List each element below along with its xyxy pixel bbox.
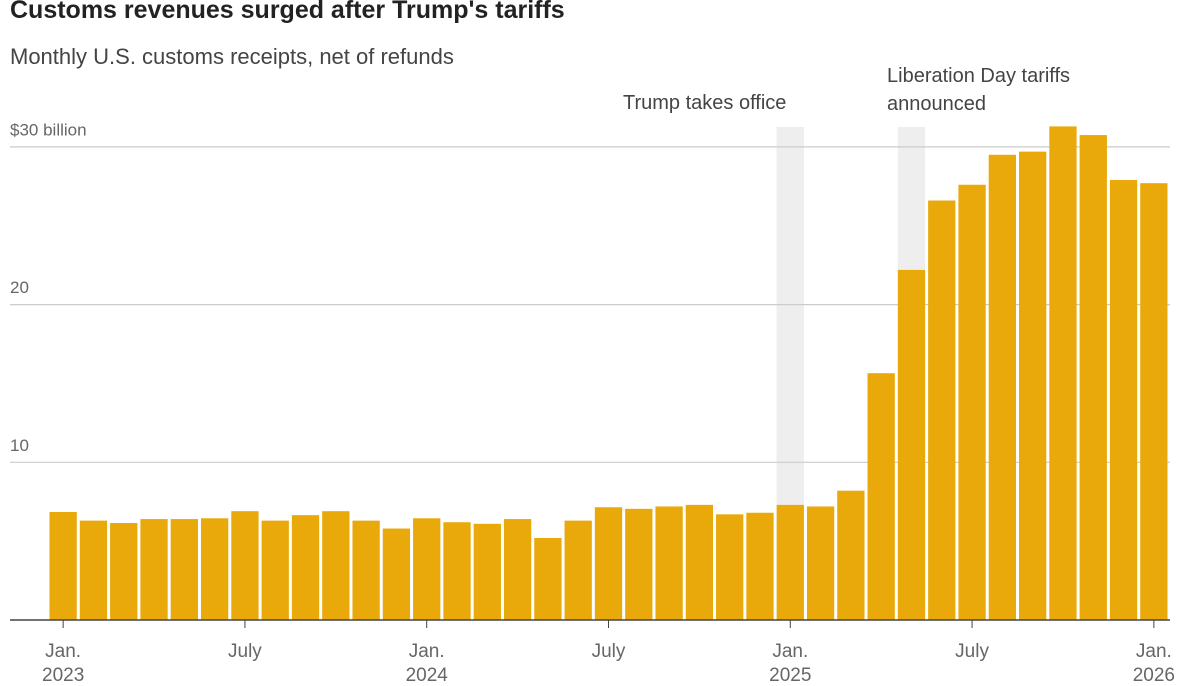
chart-subtitle: Monthly U.S. customs receipts, net of re… xyxy=(10,44,454,69)
bar xyxy=(685,504,714,620)
bar xyxy=(625,508,653,620)
bar xyxy=(291,515,320,620)
bar xyxy=(503,519,532,620)
bar xyxy=(897,269,926,620)
bar xyxy=(473,523,501,620)
x-tick-label: July xyxy=(591,641,626,662)
bar xyxy=(716,514,744,620)
bar xyxy=(776,504,804,620)
bar xyxy=(867,373,895,620)
y-tick-label: $30 billion xyxy=(10,120,87,139)
bar xyxy=(1079,135,1107,620)
bar xyxy=(1019,151,1047,621)
bar xyxy=(928,200,956,620)
bar xyxy=(170,519,198,620)
bar xyxy=(594,507,623,620)
bar xyxy=(806,506,835,620)
bar xyxy=(837,490,865,620)
x-tick-label: Jan. 2023 xyxy=(42,641,85,686)
bar xyxy=(322,511,350,620)
bar xyxy=(79,520,108,620)
bar xyxy=(140,519,168,620)
x-tick-label: Jan. 2025 xyxy=(769,641,812,686)
bar xyxy=(564,520,592,620)
chart-title: Customs revenues surged after Trump's ta… xyxy=(10,0,565,24)
annotation: Trump takes office xyxy=(623,92,787,114)
bar xyxy=(988,154,1017,620)
bar xyxy=(958,184,986,621)
bar xyxy=(443,522,471,620)
x-tick-label: Jan. 2026 xyxy=(1132,641,1175,686)
y-tick-label: 10 xyxy=(10,436,29,455)
bar xyxy=(261,520,289,620)
bar xyxy=(110,523,138,620)
x-tick-label: July xyxy=(955,641,989,662)
bar xyxy=(655,506,683,620)
bar xyxy=(200,518,229,620)
bar xyxy=(746,512,774,620)
bar xyxy=(352,520,380,620)
annotation: Liberation Day tariffs announced xyxy=(887,65,1071,115)
x-tick-label: July xyxy=(228,641,262,662)
bar xyxy=(1049,126,1077,621)
bar xyxy=(534,537,562,620)
bar xyxy=(231,511,259,620)
bar xyxy=(1140,183,1168,620)
bar xyxy=(413,518,441,620)
bar xyxy=(382,528,411,620)
x-tick-label: Jan. 2024 xyxy=(405,641,448,686)
bar xyxy=(1109,180,1138,620)
y-tick-label: 20 xyxy=(10,278,29,297)
bar xyxy=(49,511,77,620)
